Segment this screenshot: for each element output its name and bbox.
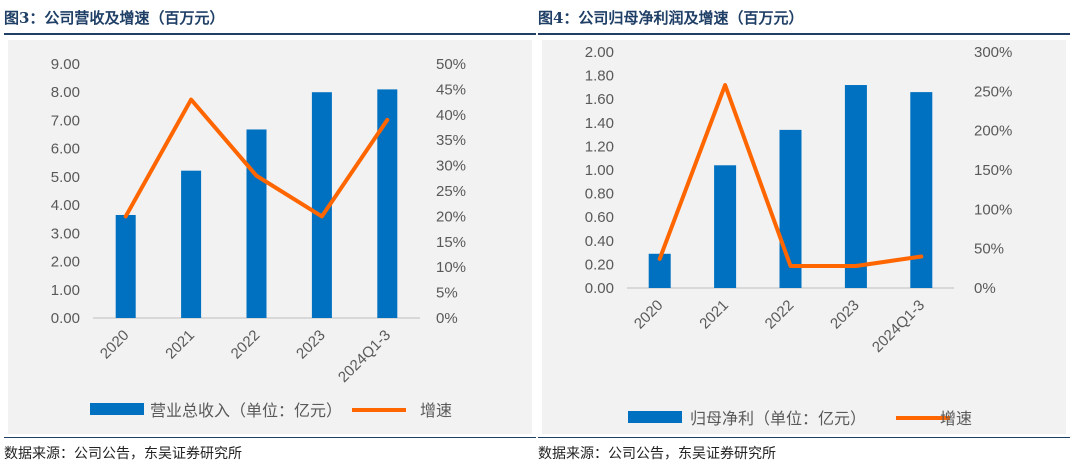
- y-left-tick-label: 0.20: [585, 256, 614, 273]
- y-right-tick-label: 50%: [974, 241, 1004, 258]
- x-tick-label: 2020: [631, 297, 667, 333]
- y-left-tick-label: 4.00: [51, 197, 80, 214]
- y-left-tick-label: 6.00: [51, 141, 80, 158]
- y-right-tick-label: 100%: [974, 201, 1012, 218]
- source-rule: [4, 437, 536, 438]
- y-right-tick-label: 40%: [436, 107, 466, 124]
- x-tick-label: 2022: [228, 327, 264, 363]
- y-right-tick-label: 300%: [974, 44, 1012, 61]
- x-tick-label: 2020: [97, 327, 133, 363]
- y-left-tick-label: 2.00: [51, 254, 80, 271]
- chart-panel-net-profit: 图4：公司归母净利润及增速（百万元） 0.00 0.20 0.40 0.60 0.80 1…: [538, 0, 1070, 471]
- bar: [714, 165, 737, 288]
- revenue-chart-svg: 0.00 1.00 2.00 3.00 4.00 5.00 6.00 7.00 8.00 9.00…: [51, 56, 466, 420]
- legend-bar-swatch: [90, 403, 144, 415]
- y-left-tick-label: 0.60: [585, 209, 614, 226]
- x-tick-label: 2024Q1-3: [335, 327, 394, 386]
- legend-bar-swatch: [628, 411, 682, 423]
- y-left-tick-label: 7.00: [51, 112, 80, 129]
- y-left-tick-label: 1.20: [585, 138, 614, 155]
- bar: [181, 170, 202, 318]
- bar: [648, 253, 671, 288]
- net-profit-chart-svg: 0.00 0.20 0.40 0.60 0.80 1.00 1.20 1.40 1.60 1.80…: [585, 44, 1013, 428]
- y-right-tick-label: 10%: [436, 259, 466, 276]
- bar: [910, 92, 933, 288]
- y-right-tick-label: 15%: [436, 234, 466, 251]
- x-tick-label: 2024Q1-3: [869, 297, 928, 356]
- y-left-tick-label: 0.00: [51, 310, 80, 327]
- x-tick-label: 2021: [162, 327, 198, 363]
- bar: [246, 129, 267, 318]
- figure-title: 图4：公司归母净利润及增速（百万元）: [538, 9, 804, 27]
- y-left-tick-label: 5.00: [51, 169, 80, 186]
- legend-line-label: 增速: [420, 402, 452, 420]
- y-right-tick-label: 20%: [436, 208, 466, 225]
- legend-bar-label: 归母净利（单位：亿元）: [690, 410, 866, 428]
- y-right-tick-label: 5%: [436, 285, 458, 302]
- y-left-tick-label: 0.40: [585, 233, 614, 250]
- y-right-tick-label: 25%: [436, 183, 466, 200]
- y-right-tick-label: 250%: [974, 83, 1012, 100]
- source-note: 数据来源：公司公告，东吴证券研究所: [4, 446, 242, 462]
- chart-area-net-profit: 0.00 0.20 0.40 0.60 0.80 1.00 1.20 1.40 1.60 1.80…: [542, 40, 1066, 434]
- y-left-tick-label: 1.60: [585, 91, 614, 108]
- x-tick-label: 2023: [293, 327, 329, 363]
- y-left-tick-label: 1.40: [585, 115, 614, 132]
- y-right-tick-label: 30%: [436, 158, 466, 175]
- y-right-tick-label: 0%: [436, 310, 458, 327]
- x-tick-label: 2022: [762, 297, 798, 333]
- y-left-tick-label: 9.00: [51, 56, 80, 73]
- x-tick-label: 2023: [827, 297, 863, 333]
- bar: [844, 85, 867, 288]
- source-rule: [538, 437, 1070, 438]
- legend-line-label: 增速: [940, 410, 972, 428]
- y-right-tick-label: 200%: [974, 123, 1012, 140]
- y-left-tick-label: 1.00: [585, 162, 614, 179]
- bar: [115, 214, 136, 318]
- legend-bar-label: 营业总收入（单位：亿元）: [150, 402, 342, 420]
- y-right-tick-label: 50%: [436, 56, 466, 73]
- figure-title: 图3：公司营收及增速（百万元）: [4, 9, 225, 27]
- bar: [377, 89, 398, 319]
- y-left-tick-label: 2.00: [585, 44, 614, 61]
- chart-panel-revenue: 图3：公司营收及增速（百万元） 0.00 1.00 2.00 3.00 4.00 5.00…: [4, 0, 536, 471]
- y-left-tick-label: 1.80: [585, 68, 614, 85]
- source-note: 数据来源：公司公告，东吴证券研究所: [538, 446, 776, 462]
- title-rule: [4, 33, 536, 35]
- y-right-tick-label: 45%: [436, 81, 466, 98]
- x-tick-label: 2021: [696, 297, 732, 333]
- y-left-tick-label: 1.00: [51, 282, 80, 299]
- bar: [311, 92, 332, 318]
- y-left-tick-label: 0.00: [585, 280, 614, 297]
- y-right-tick-label: 35%: [436, 132, 466, 149]
- title-rule: [538, 33, 1070, 35]
- y-right-tick-label: 0%: [974, 280, 996, 297]
- y-left-tick-label: 3.00: [51, 225, 80, 242]
- y-left-tick-label: 0.80: [585, 186, 614, 203]
- y-right-tick-label: 150%: [974, 162, 1012, 179]
- chart-area-revenue: 0.00 1.00 2.00 3.00 4.00 5.00 6.00 7.00 8.00 9.00…: [8, 40, 532, 434]
- y-left-tick-label: 8.00: [51, 84, 80, 101]
